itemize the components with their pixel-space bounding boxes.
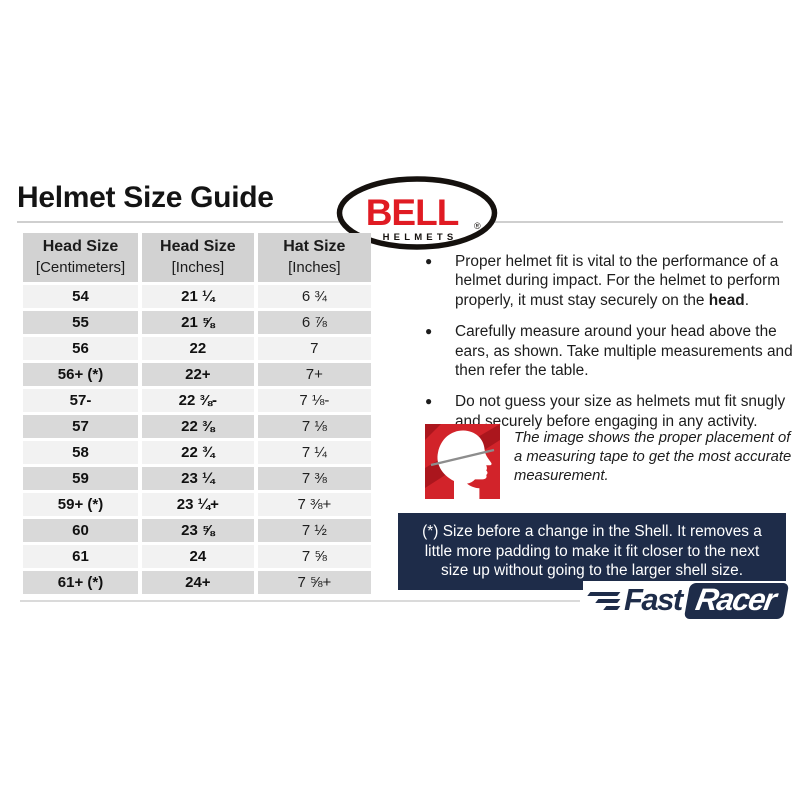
bottom-divider — [20, 600, 580, 602]
table-cell: 7 ⅛- — [257, 389, 371, 413]
table-cell: 22+ — [142, 363, 254, 387]
fastracer-racer-box: Racer — [683, 582, 789, 619]
table-cell: 23 ¼ — [142, 467, 254, 491]
header-head-size-in: Head Size [Inches] — [142, 233, 254, 283]
bullet-text-post: . — [744, 291, 749, 309]
table-cell: 24+ — [142, 571, 254, 595]
table-cell: 7 ⅝+ — [257, 571, 371, 595]
fastracer-fast-text: Fast — [624, 582, 683, 617]
header-line2: [Inches] — [288, 258, 341, 276]
table-cell: 56+ (*) — [23, 363, 139, 387]
table-cell: 7 ½ — [257, 519, 371, 543]
table-cell: 7 ⅝ — [257, 545, 371, 569]
bullet-text-pre: Carefully measure around your head above… — [455, 323, 793, 380]
table-cell: 6 ⅞ — [257, 311, 371, 335]
registered-mark: ® — [474, 221, 481, 231]
shell-note-box: (*) Size before a change in the Shell. I… — [398, 513, 786, 590]
header-row: Head Size [Centimeters] Head Size [Inche… — [23, 233, 371, 283]
table-cell: 7+ — [257, 363, 371, 387]
table-cell: 7 — [257, 337, 371, 361]
list-item: ● Proper helmet fit is vital to the perf… — [398, 252, 796, 310]
table-row: 59+ (*) 23 ¼+ 7 ⅜+ — [23, 493, 371, 517]
bullet-text: Do not guess your size as helmets mut fi… — [455, 392, 796, 431]
bullet-text-pre: Do not guess your size as helmets mut fi… — [455, 393, 786, 430]
bell-oval: BELL ® HELMETS — [336, 176, 498, 250]
table-cell: 24 — [142, 545, 254, 569]
table-cell: 7 ¼ — [257, 441, 371, 465]
table-cell: 60 — [23, 519, 139, 543]
fastracer-logo: Fast Racer — [583, 581, 789, 621]
table-cell: 23 ¼+ — [142, 493, 254, 517]
bell-helmets-text: HELMETS — [383, 232, 458, 243]
header-hat-size-in: Hat Size [Inches] — [257, 233, 371, 283]
bell-wordmark: BELL — [366, 192, 459, 233]
table-cell: 59 — [23, 467, 139, 491]
head-measurement-icon — [425, 424, 500, 499]
header-line2: [Inches] — [171, 258, 225, 276]
table-cell: 22 ¾ — [142, 441, 254, 465]
bullet-icon: ● — [425, 394, 433, 409]
bullet-icon: ● — [425, 324, 433, 339]
speed-lines-icon — [587, 592, 621, 610]
table-cell: 21 ¼ — [142, 285, 254, 309]
bullet-text: Proper helmet fit is vital to the perfor… — [455, 252, 796, 310]
list-item: ● Do not guess your size as helmets mut … — [398, 392, 796, 431]
bullet-text: Carefully measure around your head above… — [455, 322, 796, 380]
table-row: 56+ (*) 22+ 7+ — [23, 363, 371, 387]
size-table-head: Head Size [Centimeters] Head Size [Inche… — [23, 233, 371, 283]
header-line1: Head Size — [42, 238, 119, 255]
table-row: 61 24 7 ⅝ — [23, 545, 371, 569]
header-line1: Head Size — [160, 238, 236, 255]
list-item: ● Carefully measure around your head abo… — [398, 322, 796, 380]
table-cell: 56 — [23, 337, 139, 361]
table-cell: 7 ⅜+ — [257, 493, 371, 517]
table-cell: 58 — [23, 441, 139, 465]
table-row: 56 22 7 — [23, 337, 371, 361]
table-row: 57- 22 ⅜- 7 ⅛- — [23, 389, 371, 413]
bullet-text-bold: head — [708, 291, 745, 309]
table-cell: 54 — [23, 285, 139, 309]
table-cell: 6 ¾ — [257, 285, 371, 309]
table-cell: 22 ⅜ — [142, 415, 254, 439]
header-line1: Hat Size — [283, 238, 346, 255]
bullet-text-pre: Proper helmet fit is vital to the perfor… — [455, 253, 781, 309]
size-table: Head Size [Centimeters] Head Size [Inche… — [19, 230, 375, 597]
table-cell: 22 — [142, 337, 254, 361]
header-head-size-cm: Head Size [Centimeters] — [23, 233, 139, 283]
table-cell: 59+ (*) — [23, 493, 139, 517]
table-cell: 21 ⅝ — [142, 311, 254, 335]
table-row: 61+ (*) 24+ 7 ⅝+ — [23, 571, 371, 595]
table-cell: 57- — [23, 389, 139, 413]
bullet-icon: ● — [425, 254, 433, 268]
page-title: Helmet Size Guide — [17, 181, 274, 214]
header-line2: [Centimeters] — [35, 258, 126, 276]
table-cell: 55 — [23, 311, 139, 335]
measurement-caption: The image shows the proper placement of … — [514, 430, 792, 484]
bell-helmets-logo: BELL ® HELMETS — [336, 176, 498, 250]
table-cell: 22 ⅜- — [142, 389, 254, 413]
table-cell: 7 ⅜ — [257, 467, 371, 491]
table-cell: 61+ (*) — [23, 571, 139, 595]
table-cell: 23 ⅝ — [142, 519, 254, 543]
table-cell: 57 — [23, 415, 139, 439]
fit-instructions-list: ● Proper helmet fit is vital to the perf… — [398, 252, 796, 443]
table-cell: 61 — [23, 545, 139, 569]
fastracer-racer-text: Racer — [692, 582, 778, 617]
table-cell: 7 ⅛ — [257, 415, 371, 439]
